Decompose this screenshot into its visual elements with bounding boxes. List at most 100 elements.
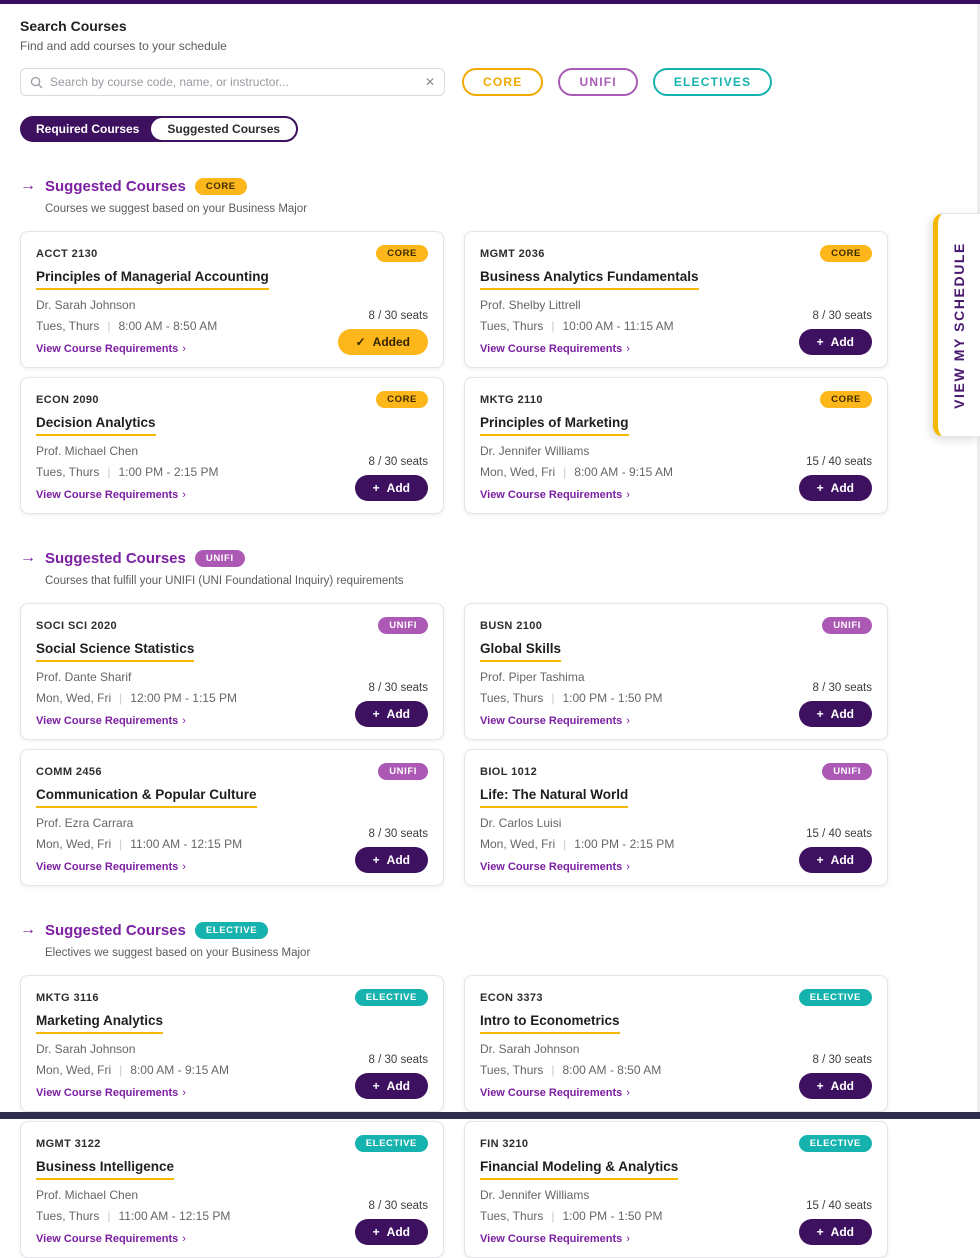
card-details: Prof. Michael Chen Tues, Thurs | 1:00 PM -…	[36, 436, 219, 501]
chevron-right-icon: ›	[626, 343, 630, 355]
filter-pill-electives[interactable]: ELECTIVES	[652, 68, 773, 96]
schedule-divider: |	[107, 1209, 111, 1223]
course-title: Social Science Statistics	[36, 641, 195, 662]
course-instructor: Dr. Jennifer Williams	[480, 1188, 590, 1202]
course-instructor: Prof. Dante Sharif	[36, 670, 132, 684]
search-input[interactable]	[50, 75, 418, 89]
add-button-label: Add	[386, 853, 410, 867]
course-code: ECON 3373	[480, 991, 543, 1004]
course-seats: 15 / 40 seats	[806, 828, 872, 840]
card-details: Dr. Sarah Johnson Tues, Thurs | 8:00 AM - …	[480, 1034, 661, 1099]
course-schedule: Mon, Wed, Fri | 8:00 AM - 9:15 AM	[36, 1063, 229, 1077]
course-code: BUSN 2100	[480, 619, 543, 632]
section-subtitle: Courses we suggest based on your Busines…	[45, 203, 308, 215]
add-button-label: Add	[830, 481, 854, 495]
clear-search-icon[interactable]: ✕	[424, 75, 435, 89]
add-course-button[interactable]: + Add	[798, 1219, 872, 1245]
course-instructor: Dr. Sarah Johnson	[480, 1042, 580, 1056]
schedule-divider: |	[107, 319, 111, 333]
view-requirements-label: View Course Requirements	[36, 1087, 179, 1099]
course-seats: 8 / 30 seats	[368, 682, 428, 694]
add-button-icon: +	[816, 481, 824, 495]
view-requirements-link[interactable]: View Course Requirements ›	[36, 489, 186, 501]
view-requirements-link[interactable]: View Course Requirements ›	[480, 715, 630, 727]
view-requirements-link[interactable]: View Course Requirements ›	[480, 489, 630, 501]
view-requirements-link[interactable]: View Course Requirements ›	[480, 1233, 630, 1245]
add-button-icon: +	[372, 707, 380, 721]
filter-pill-core[interactable]: CORE	[462, 68, 544, 96]
add-course-button[interactable]: + Add	[354, 1219, 428, 1245]
course-code: MKTG 2110	[480, 393, 543, 406]
course-time: 1:00 PM - 2:15 PM	[118, 465, 219, 479]
view-requirements-link[interactable]: View Course Requirements ›	[36, 1087, 186, 1099]
card-header: MKTG 2110 CORE	[480, 391, 872, 408]
chevron-right-icon: ›	[182, 715, 186, 727]
course-instructor: Dr. Sarah Johnson	[36, 298, 136, 312]
card-body: Dr. Jennifer Williams Mon, Wed, Fri | 8:00…	[480, 436, 872, 501]
card-body: Prof. Michael Chen Tues, Thurs | 11:00 AM …	[36, 1180, 428, 1245]
search-icon	[30, 76, 43, 88]
course-time: 8:00 AM - 8:50 AM	[562, 1063, 662, 1077]
add-course-button[interactable]: + Add	[798, 475, 872, 501]
schedule-divider: |	[563, 465, 567, 479]
course-code: COMM 2456	[36, 765, 102, 778]
section-subtitle: Courses that fulfill your UNIFI (UNI Fou…	[45, 575, 404, 587]
course-code: MKTG 3116	[36, 991, 99, 1004]
view-requirements-link[interactable]: View Course Requirements ›	[480, 343, 630, 355]
schedule-divider: |	[551, 691, 555, 705]
add-button-icon: +	[372, 1225, 380, 1239]
schedule-divider: |	[119, 1063, 123, 1077]
course-instructor: Prof. Piper Tashima	[480, 670, 585, 684]
add-course-button[interactable]: + Add	[354, 1073, 428, 1099]
card-header: ECON 2090 CORE	[36, 391, 428, 408]
card-actions: 15 / 40 seats + Add	[798, 436, 872, 501]
section-title: Suggested Courses	[45, 921, 186, 939]
add-course-button[interactable]: + Add	[798, 1073, 872, 1099]
card-actions: 8 / 30 seats ✓ Added	[337, 290, 428, 355]
course-seats: 8 / 30 seats	[368, 1200, 428, 1212]
add-course-button[interactable]: + Add	[354, 701, 428, 727]
view-my-schedule-tab[interactable]: VIEW MY SCHEDULE	[933, 213, 980, 437]
card-details: Prof. Ezra Carrara Mon, Wed, Fri | 11:00 A…	[36, 808, 242, 873]
course-badge: CORE	[820, 391, 872, 408]
card-header: ECON 3373 ELECTIVE	[480, 989, 872, 1006]
view-requirements-link[interactable]: View Course Requirements ›	[480, 1087, 630, 1099]
course-days: Tues, Thurs	[36, 1209, 100, 1223]
course-grid: ACCT 2130 CORE Principles of Managerial …	[20, 231, 888, 514]
course-instructor: Dr. Jennifer Williams	[480, 444, 590, 458]
course-days: Tues, Thurs	[480, 1209, 544, 1223]
card-details: Dr. Jennifer Williams Tues, Thurs | 1:00 P…	[480, 1180, 663, 1245]
add-course-button[interactable]: + Add	[354, 475, 428, 501]
add-course-button[interactable]: + Add	[798, 701, 872, 727]
add-course-button[interactable]: + Add	[798, 847, 872, 873]
card-header: MKTG 3116 ELECTIVE	[36, 989, 428, 1006]
course-days: Tues, Thurs	[36, 465, 100, 479]
add-button-icon: +	[816, 1079, 824, 1093]
view-requirements-label: View Course Requirements	[36, 489, 179, 501]
view-requirements-link[interactable]: View Course Requirements ›	[36, 343, 186, 355]
view-requirements-link[interactable]: View Course Requirements ›	[480, 861, 630, 873]
section-badge: CORE	[194, 177, 247, 195]
course-badge: UNIFI	[378, 763, 428, 780]
view-requirements-link[interactable]: View Course Requirements ›	[36, 861, 186, 873]
course-card: COMM 2456 UNIFI Communication & Popular …	[20, 749, 444, 886]
add-course-button[interactable]: + Add	[354, 847, 428, 873]
search-box[interactable]: ✕	[20, 68, 445, 96]
filter-pill-unifi[interactable]: UNIFI	[558, 68, 638, 96]
view-requirements-label: View Course Requirements	[480, 1087, 623, 1099]
tab-suggested[interactable]: Suggested Courses	[149, 116, 299, 142]
course-card: ECON 3373 ELECTIVE Intro to Econometrics…	[464, 975, 888, 1112]
course-seats: 8 / 30 seats	[368, 1054, 428, 1066]
chevron-right-icon: ›	[626, 489, 630, 501]
view-requirements-label: View Course Requirements	[36, 861, 179, 873]
section-header: → Suggested Courses CORE	[20, 177, 888, 195]
add-course-button[interactable]: ✓ Added	[337, 329, 428, 355]
view-my-schedule-label: VIEW MY SCHEDULE	[951, 241, 967, 409]
course-schedule: Tues, Thurs | 1:00 PM - 1:50 PM	[480, 1209, 663, 1223]
view-requirements-link[interactable]: View Course Requirements ›	[36, 1233, 186, 1245]
top-accent-bar	[0, 0, 980, 4]
view-requirements-link[interactable]: View Course Requirements ›	[36, 715, 186, 727]
course-badge: UNIFI	[378, 617, 428, 634]
tab-required[interactable]: Required Courses	[20, 116, 174, 142]
add-course-button[interactable]: + Add	[798, 329, 872, 355]
